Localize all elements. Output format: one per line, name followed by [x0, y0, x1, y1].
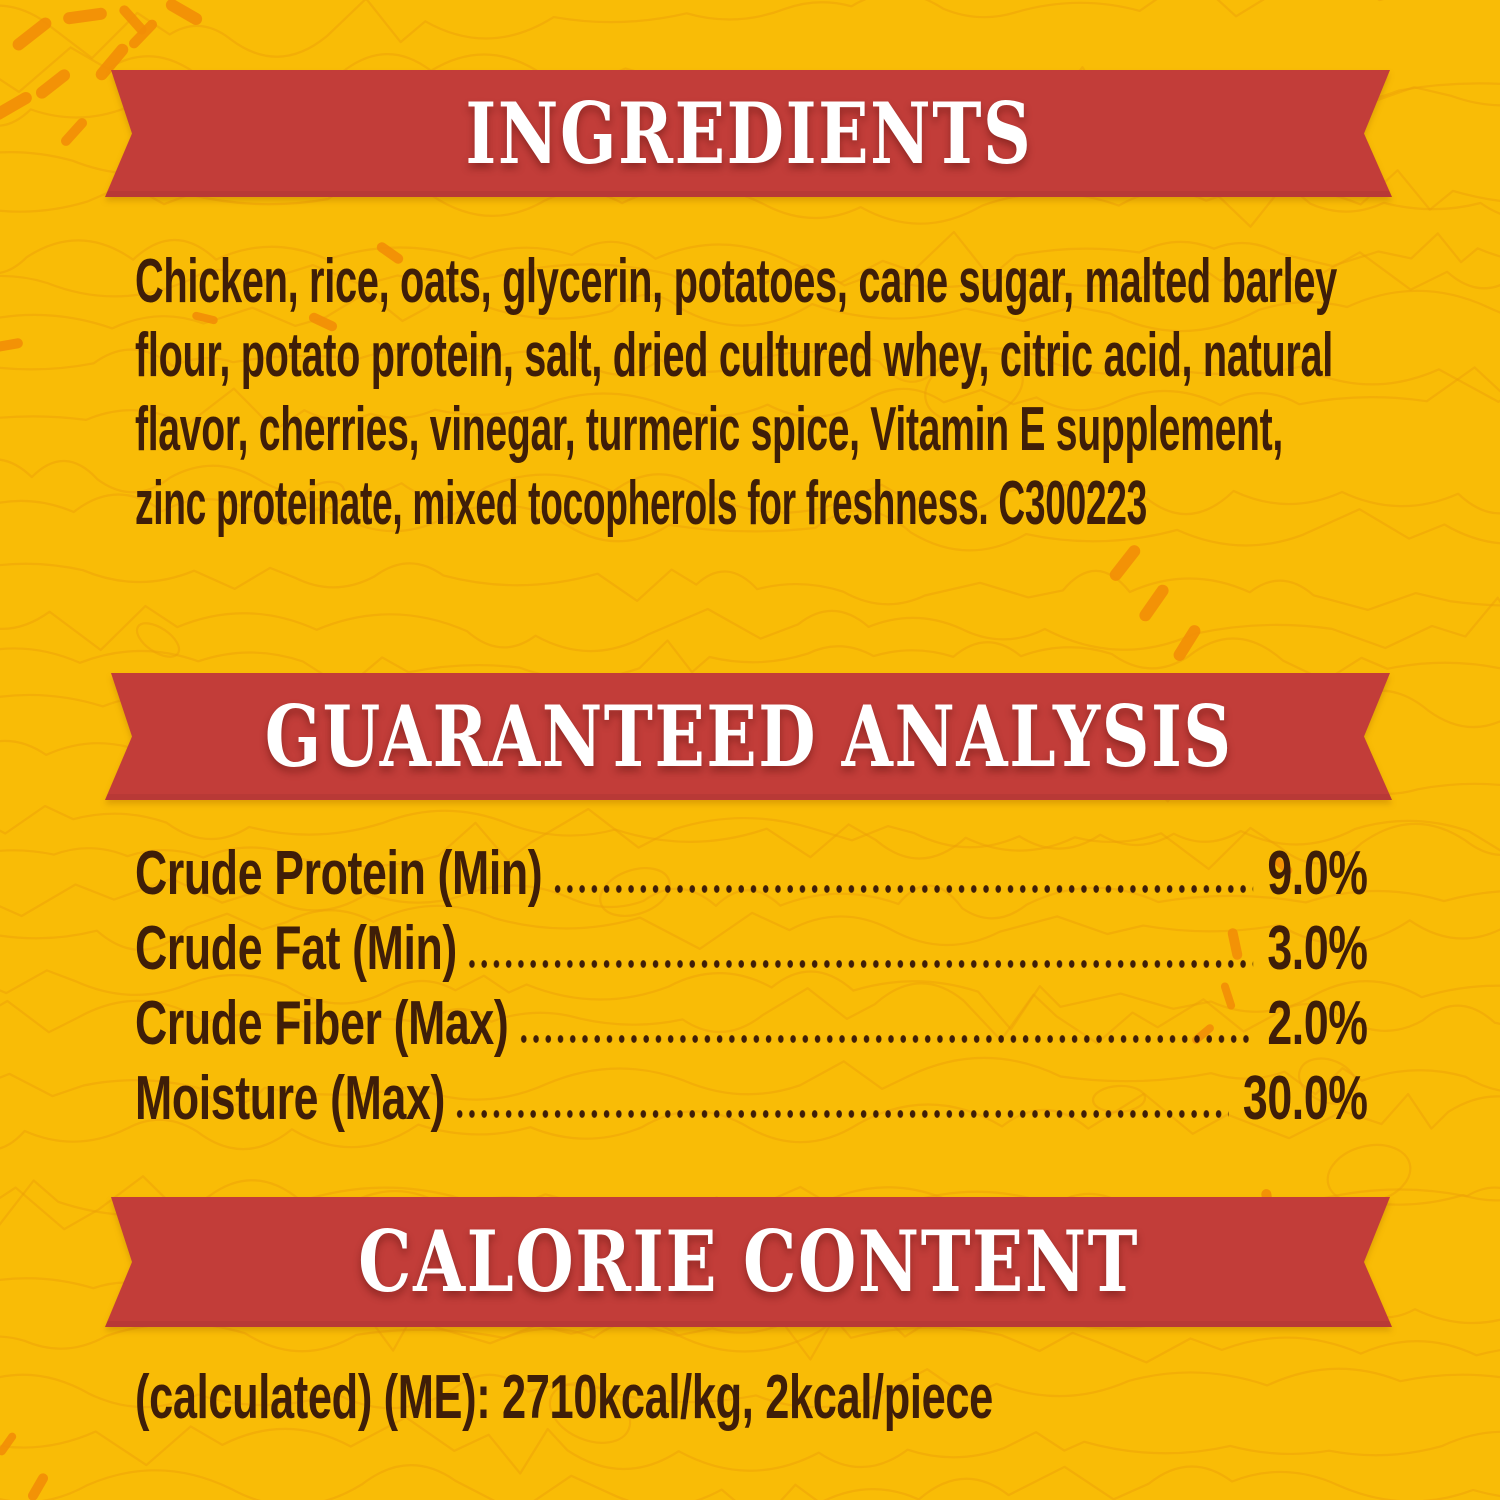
analysis-value: 3.0% [1267, 914, 1368, 983]
calorie-content-banner: CALORIE CONTENT [105, 1197, 1392, 1327]
dotted-leader [519, 1034, 1253, 1044]
ingredients-ribbon: INGREDIENTS [105, 70, 1392, 197]
ingredients-line: flour, potato protein, salt, dried cultu… [135, 321, 1333, 390]
calorie-content-text: (calculated) (ME): 2710kcal/kg, 2kcal/pi… [135, 1363, 993, 1432]
ingredients-line: zinc proteinate, mixed tocopherols for f… [135, 469, 1147, 538]
analysis-row-crude-protein: Crude Protein (Min) 9.0% [135, 841, 1368, 907]
dotted-leader [468, 959, 1253, 969]
analysis-label: Crude Fat (Min) [135, 914, 457, 983]
calorie-content-ribbon: CALORIE CONTENT [105, 1197, 1392, 1327]
analysis-value: 9.0% [1267, 839, 1368, 908]
analysis-value: 2.0% [1267, 989, 1368, 1058]
analysis-label: Crude Fiber (Max) [135, 989, 509, 1058]
ingredients-line: flavor, cherries, vinegar, turmeric spic… [135, 395, 1283, 464]
analysis-row-moisture: Moisture (Max) 30.0% [135, 1066, 1368, 1132]
ingredients-line: Chicken, rice, oats, glycerin, potatoes,… [135, 247, 1337, 316]
guaranteed-analysis-ribbon: GUARANTEED ANALYSIS [105, 673, 1392, 800]
analysis-label: Moisture (Max) [135, 1064, 445, 1133]
dotted-leader [553, 884, 1253, 894]
analysis-label: Crude Protein (Min) [135, 839, 543, 908]
guaranteed-analysis-heading: GUARANTEED ANALYSIS [264, 686, 1233, 786]
ingredients-banner: INGREDIENTS [105, 70, 1392, 197]
analysis-row-crude-fat: Crude Fat (Min) 3.0% [135, 916, 1368, 982]
ingredients-heading: INGREDIENTS [464, 83, 1033, 183]
guaranteed-analysis-banner: GUARANTEED ANALYSIS [105, 673, 1392, 800]
analysis-value: 30.0% [1242, 1064, 1368, 1133]
dotted-leader [456, 1109, 1229, 1119]
analysis-row-crude-fiber: Crude Fiber (Max) 2.0% [135, 991, 1368, 1057]
calorie-content-heading: CALORIE CONTENT [358, 1212, 1139, 1311]
